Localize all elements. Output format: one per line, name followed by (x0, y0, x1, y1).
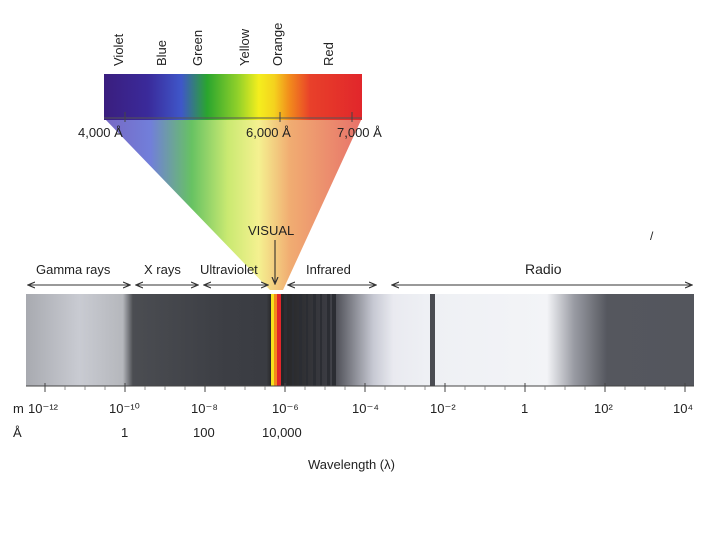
meter-tick-label: 10⁻⁴ (352, 401, 379, 416)
region-label-x-rays: X rays (144, 262, 181, 277)
spectrum-strip (26, 294, 694, 386)
axis-minor-ticks (64, 386, 666, 390)
color-label-yellow: Yellow (237, 28, 252, 66)
color-label-blue: Blue (154, 40, 169, 66)
meter-tick-label: 10² (594, 401, 613, 416)
meter-tick-label: 1 (521, 401, 528, 416)
region-label-radio: Radio (525, 261, 562, 277)
axis-title: Wavelength (λ) (308, 457, 395, 472)
region-label-infrared: Infrared (306, 262, 351, 277)
meter-tick-label: 10⁻¹² (28, 401, 59, 416)
meter-tick-label: 10⁻⁸ (191, 401, 218, 416)
wavelength-label-6000: 6,000 Å (246, 125, 291, 140)
strip-radio-line (430, 294, 435, 386)
meter-tick-label: 10⁻¹⁰ (109, 401, 140, 416)
angstrom-tick-label: 10,000 (262, 425, 302, 440)
color-label-violet: Violet (111, 33, 126, 66)
angstrom-tick-label: 100 (193, 425, 215, 440)
meter-tick-label: 10⁴ (673, 401, 693, 416)
color-label-orange: Orange (270, 23, 285, 66)
axis-meters-prefix: m (13, 401, 24, 416)
color-label-red: Red (321, 42, 336, 66)
meter-tick-label: 10⁻⁶ (272, 401, 299, 416)
region-label-gamma-rays: Gamma rays (36, 262, 111, 277)
axis-ticks (44, 383, 686, 392)
strip-infrared-lines (284, 294, 336, 386)
axis-angstrom-prefix: Å (13, 425, 22, 440)
meter-tick-label: 10⁻² (430, 401, 456, 416)
visible-fan (104, 118, 362, 290)
stray-mark: / (650, 229, 654, 243)
visible-spectrum-bar (104, 74, 362, 120)
color-label-green: Green (190, 30, 205, 66)
region-label-ultraviolet: Ultraviolet (200, 262, 258, 277)
wavelength-label-7000: 7,000 Å (337, 125, 382, 140)
strip-visible-band (271, 294, 281, 386)
wavelength-label-4000: 4,000 Å (78, 125, 123, 140)
visual-label: VISUAL (248, 223, 294, 238)
angstrom-tick-label: 1 (121, 425, 128, 440)
